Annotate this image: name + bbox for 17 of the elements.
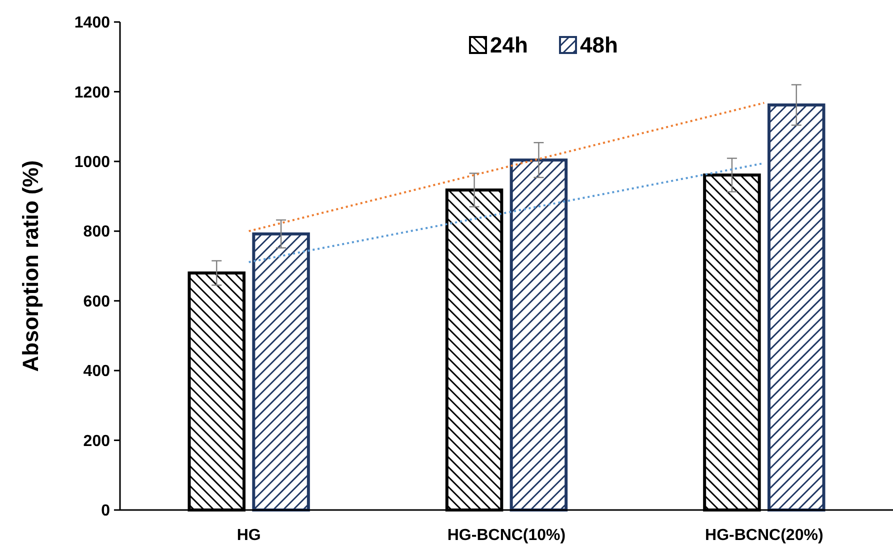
y-tick-label: 400 bbox=[83, 363, 110, 380]
y-tick-label: 1400 bbox=[74, 14, 110, 32]
bar bbox=[252, 232, 310, 512]
x-tick-label: HG-BCNC(10%) bbox=[447, 527, 566, 544]
y-tick-label: 1200 bbox=[74, 84, 110, 102]
y-tick-label: 200 bbox=[83, 432, 110, 450]
legend-label: 24h bbox=[490, 32, 528, 58]
x-tick-label: HG-BCNC(20%) bbox=[705, 527, 824, 544]
y-axis-title: Absorption ratio (%) bbox=[18, 160, 43, 372]
y-tick-label: 0 bbox=[101, 502, 110, 520]
y-tick-label: 600 bbox=[83, 293, 110, 310]
bar bbox=[510, 158, 568, 512]
legend-label: 48h bbox=[580, 32, 618, 58]
y-tick-label: 1000 bbox=[74, 154, 110, 172]
x-tick-label: HG bbox=[236, 527, 261, 544]
bar bbox=[768, 103, 826, 512]
y-tick-label: 800 bbox=[83, 224, 110, 241]
